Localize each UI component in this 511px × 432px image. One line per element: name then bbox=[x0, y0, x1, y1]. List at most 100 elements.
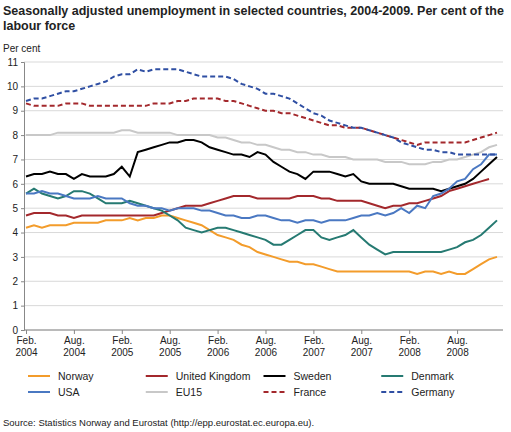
y-tick-label: 4 bbox=[12, 227, 18, 238]
grid-line bbox=[24, 305, 503, 306]
x-tick: Aug.2005 bbox=[159, 330, 182, 358]
y-tick-mark bbox=[21, 233, 24, 234]
x-tick-label: Feb.2007 bbox=[303, 335, 326, 358]
grid-line bbox=[24, 183, 503, 184]
grid-line bbox=[24, 62, 503, 63]
y-tick: 11 bbox=[8, 57, 24, 68]
y-tick-mark bbox=[21, 111, 24, 112]
y-tick-label: 1 bbox=[12, 300, 18, 311]
series-line bbox=[26, 140, 497, 191]
y-tick: 3 bbox=[12, 252, 24, 263]
legend-swatch bbox=[28, 391, 50, 393]
y-tick-label: 6 bbox=[12, 179, 18, 190]
x-tick-label: Feb.2005 bbox=[111, 335, 134, 358]
y-tick: 5 bbox=[12, 203, 24, 214]
x-tick-label: Aug.2007 bbox=[351, 335, 374, 358]
legend-label: USA bbox=[58, 386, 80, 398]
y-tick-label: 11 bbox=[8, 57, 19, 68]
grid-line bbox=[24, 281, 503, 282]
y-tick: 8 bbox=[12, 130, 24, 141]
y-tick: 6 bbox=[12, 179, 24, 190]
y-tick: 9 bbox=[12, 105, 24, 116]
legend-label: EU15 bbox=[176, 386, 202, 398]
x-tick: Aug.2004 bbox=[63, 330, 86, 358]
x-tick: Feb.2008 bbox=[399, 330, 422, 358]
x-tick-mark bbox=[361, 330, 362, 334]
x-tick: Aug.2008 bbox=[446, 330, 469, 358]
y-tick-label: 7 bbox=[12, 154, 18, 165]
y-tick-label: 3 bbox=[12, 252, 18, 263]
x-tick-mark bbox=[409, 330, 410, 334]
series-line bbox=[26, 130, 497, 164]
grid-line bbox=[24, 330, 503, 331]
x-tick-label: Aug.2004 bbox=[63, 335, 86, 358]
y-tick-label: 2 bbox=[12, 276, 18, 287]
x-tick-mark bbox=[265, 330, 266, 334]
x-tick: Feb.2007 bbox=[303, 330, 326, 358]
series-line bbox=[26, 99, 497, 145]
x-tick-label: Feb.2006 bbox=[207, 335, 230, 358]
x-tick: Aug.2007 bbox=[351, 330, 374, 358]
y-tick-mark bbox=[21, 208, 24, 209]
y-tick-mark bbox=[21, 62, 24, 63]
y-tick: 10 bbox=[7, 81, 24, 92]
legend: Norway United Kingdom Sweden Denmark USA EU15… bbox=[28, 370, 455, 398]
series-line bbox=[26, 189, 497, 255]
y-tick: 0 bbox=[12, 325, 24, 336]
y-tick-mark bbox=[21, 184, 24, 185]
legend-swatch bbox=[264, 391, 286, 393]
y-tick-label: 8 bbox=[12, 130, 18, 141]
grid-line bbox=[24, 159, 503, 160]
y-tick: 7 bbox=[12, 154, 24, 165]
grid bbox=[24, 62, 503, 330]
x-tick-mark bbox=[313, 330, 314, 334]
y-tick: 4 bbox=[12, 227, 24, 238]
legend-swatch bbox=[28, 375, 50, 377]
x-tick-mark bbox=[74, 330, 75, 334]
legend-label: United Kingdom bbox=[176, 370, 251, 382]
lines bbox=[26, 69, 497, 274]
x-tick: Feb.2005 bbox=[111, 330, 134, 358]
x-tick-mark bbox=[26, 330, 27, 334]
legend-label: Sweden bbox=[294, 370, 332, 382]
legend-swatch bbox=[146, 391, 168, 393]
y-tick-label: 10 bbox=[7, 81, 19, 92]
y-axis-title: Per cent bbox=[3, 43, 40, 54]
legend-swatch bbox=[381, 391, 403, 393]
x-tick-label: Aug.2008 bbox=[446, 335, 469, 358]
legend-swatch bbox=[146, 375, 168, 377]
x-tick-label: Aug.2005 bbox=[159, 335, 182, 358]
y-axis-line bbox=[21, 63, 25, 331]
grid-line bbox=[24, 135, 503, 136]
x-tick: Aug.2006 bbox=[255, 330, 278, 358]
y-tick-mark bbox=[21, 330, 24, 331]
grid-line bbox=[24, 256, 503, 257]
source: Source: Statistics Norway and Eurostat (… bbox=[3, 417, 314, 428]
x-tick-label: Aug.2006 bbox=[255, 335, 278, 358]
y-tick-label: 9 bbox=[12, 105, 18, 116]
grid-line bbox=[24, 86, 503, 87]
legend-label: Germany bbox=[411, 386, 455, 398]
x-axis-line bbox=[24, 330, 503, 331]
y-tick-mark bbox=[21, 306, 24, 307]
y-tick-mark bbox=[21, 86, 24, 87]
x-tick-label: Feb.2008 bbox=[399, 335, 422, 358]
x-tick-mark bbox=[218, 330, 219, 334]
y-tick-label: 5 bbox=[12, 203, 18, 214]
x-tick: Feb.2004 bbox=[15, 330, 38, 358]
legend-label: Norway bbox=[58, 370, 94, 382]
legend-label: Denmark bbox=[411, 370, 454, 382]
y-tick: 1 bbox=[12, 300, 24, 311]
y-tick-mark bbox=[21, 159, 24, 160]
y-tick-label: 0 bbox=[12, 325, 18, 336]
x-tick-label: Feb.2004 bbox=[15, 335, 38, 358]
y-tick-mark bbox=[21, 281, 24, 282]
x-tick-mark bbox=[170, 330, 171, 334]
x-tick-mark bbox=[457, 330, 458, 334]
y-axis: 0 1 2 3 4 5 6 7 8 9 10 11 bbox=[7, 57, 25, 336]
x-axis: Feb.2004 Aug.2004 Feb.2005 Aug.2005 Feb.2006… bbox=[15, 330, 503, 358]
y-tick-mark bbox=[21, 257, 24, 258]
series-line bbox=[26, 179, 489, 218]
y-tick: 2 bbox=[12, 276, 24, 287]
grid-line bbox=[24, 208, 503, 209]
